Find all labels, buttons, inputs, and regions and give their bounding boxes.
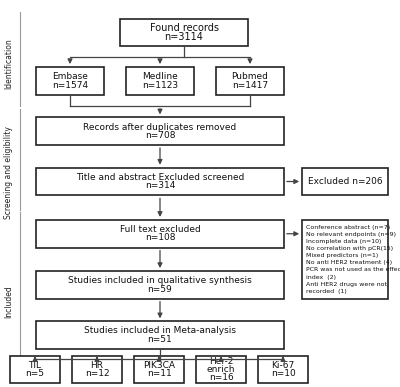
Text: Included: Included [4, 286, 13, 318]
Text: n=314: n=314 [145, 181, 175, 190]
Bar [302, 168, 388, 195]
Bar [196, 356, 246, 383]
Text: Records after duplicates removed: Records after duplicates removed [83, 123, 237, 132]
Bar [258, 356, 308, 383]
Text: PIK3CA: PIK3CA [143, 361, 175, 370]
Text: n=12: n=12 [85, 369, 109, 378]
Text: n=59: n=59 [148, 284, 172, 293]
Text: Excluded n=206: Excluded n=206 [308, 177, 382, 186]
Text: Title and abstract Excluded screened: Title and abstract Excluded screened [76, 173, 244, 182]
Text: Conference abstract (n=7): Conference abstract (n=7) [306, 225, 390, 230]
Bar [36, 220, 284, 248]
Text: Screening and eligibility: Screening and eligibility [4, 126, 13, 219]
Text: n=11: n=11 [147, 369, 171, 378]
Text: Ki-67: Ki-67 [271, 361, 295, 370]
Text: Her-2: Her-2 [209, 357, 233, 366]
Text: No correlation with pCR(15): No correlation with pCR(15) [306, 246, 393, 251]
Text: Identification: Identification [4, 38, 13, 89]
Bar [36, 168, 284, 195]
Text: Studies included in qualitative synthesis: Studies included in qualitative synthesi… [68, 276, 252, 285]
Bar [36, 67, 104, 95]
Text: n=1417: n=1417 [232, 80, 268, 89]
Bar [36, 117, 284, 145]
Text: recorded  (1): recorded (1) [306, 289, 347, 294]
Text: enrich: enrich [207, 365, 235, 374]
Text: n=5: n=5 [26, 369, 44, 378]
Text: Embase: Embase [52, 72, 88, 81]
Text: Anti HER2 drugs were not: Anti HER2 drugs were not [306, 282, 387, 287]
Text: Studies included in Meta-analysis: Studies included in Meta-analysis [84, 327, 236, 336]
Text: Incomplete data (n=10): Incomplete data (n=10) [306, 239, 381, 244]
Text: n=1123: n=1123 [142, 80, 178, 89]
Bar [120, 19, 248, 46]
Text: Medline: Medline [142, 72, 178, 81]
Bar [36, 321, 284, 349]
Text: No anti HER2 treatment (4): No anti HER2 treatment (4) [306, 260, 392, 265]
Bar [216, 67, 284, 95]
Text: TIL: TIL [28, 361, 42, 370]
Text: HR: HR [90, 361, 104, 370]
Text: n=1574: n=1574 [52, 80, 88, 89]
Text: n=51: n=51 [148, 335, 172, 344]
Bar [134, 356, 184, 383]
Text: Found records: Found records [150, 23, 218, 33]
Text: n=3114: n=3114 [164, 32, 204, 42]
Bar [72, 356, 122, 383]
Text: n=708: n=708 [145, 131, 175, 140]
Text: PCR was not used as the effect: PCR was not used as the effect [306, 267, 400, 272]
Bar [126, 67, 194, 95]
Text: n=16: n=16 [209, 373, 233, 382]
Text: Mixed predictors (n=1): Mixed predictors (n=1) [306, 253, 378, 258]
Bar [302, 220, 388, 299]
Bar [36, 271, 284, 299]
Text: n=108: n=108 [145, 233, 175, 242]
Text: Pubmed: Pubmed [232, 72, 268, 81]
Text: index  (2): index (2) [306, 275, 336, 279]
Text: No relevant endpoints (n=9): No relevant endpoints (n=9) [306, 232, 396, 237]
Text: Full text excluded: Full text excluded [120, 225, 200, 234]
Text: n=10: n=10 [271, 369, 295, 378]
Bar [10, 356, 60, 383]
